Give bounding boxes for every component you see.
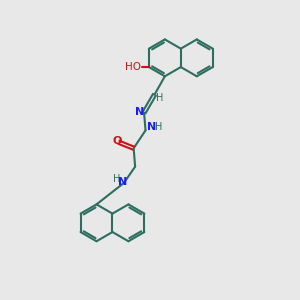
Text: N: N	[118, 177, 127, 188]
Text: N: N	[148, 122, 157, 132]
Text: H: H	[156, 93, 164, 103]
Text: N: N	[135, 107, 145, 117]
Text: H: H	[154, 122, 162, 132]
Text: HO: HO	[125, 62, 141, 72]
Text: O: O	[112, 136, 122, 146]
Text: H: H	[113, 173, 121, 184]
